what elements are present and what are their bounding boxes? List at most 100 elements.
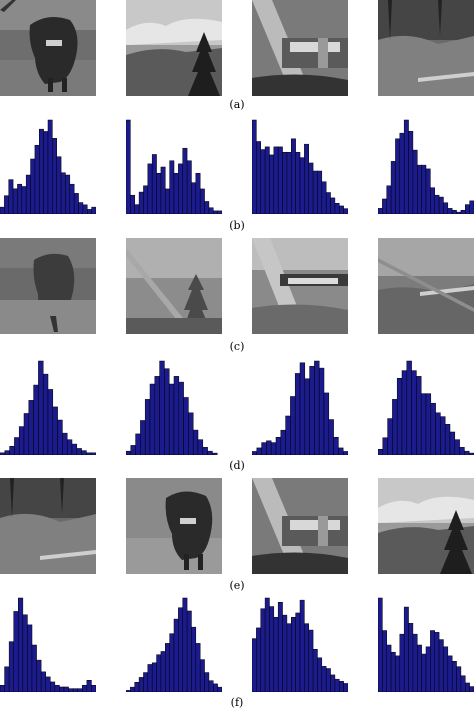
histogram-bar	[330, 674, 336, 692]
histogram-bar	[447, 655, 453, 692]
histogram-bar	[282, 151, 288, 214]
histogram-bar	[178, 163, 183, 214]
histogram-bar	[339, 205, 344, 214]
histogram-bar	[159, 360, 165, 455]
histogram-bar	[299, 362, 306, 455]
histogram-bar	[256, 447, 262, 455]
histogram-bar	[323, 392, 330, 455]
histogram-bar	[382, 198, 387, 214]
histogram-plot	[378, 119, 474, 214]
histogram-bar	[451, 209, 457, 214]
histogram-bar	[57, 419, 63, 455]
histogram-bar	[151, 154, 157, 214]
histogram-bar	[192, 429, 199, 455]
histogram-bar	[295, 151, 301, 214]
histogram-plot	[126, 119, 222, 214]
histogram-bar	[403, 606, 409, 692]
histogram-bar	[460, 675, 466, 692]
histogram-bar	[126, 119, 131, 214]
histogram-bar	[256, 141, 261, 214]
histogram-bar	[82, 204, 88, 214]
histogram-bar	[392, 399, 398, 455]
histogram-bar	[342, 451, 348, 455]
histogram-bar	[408, 131, 414, 214]
histogram-bar	[72, 688, 78, 692]
histogram-bar	[52, 406, 58, 455]
histogram-bar	[54, 685, 60, 692]
histogram-bar	[9, 446, 15, 455]
histogram-bar	[86, 452, 92, 455]
histogram-bar	[269, 606, 275, 692]
histogram-bar	[191, 626, 197, 692]
histogram-bar	[91, 206, 96, 214]
histogram-bar	[443, 646, 449, 692]
histogram-bar	[195, 643, 201, 692]
histogram-bar	[309, 366, 315, 455]
panel-label-e: (e)	[229, 579, 245, 592]
histogram-bar	[317, 657, 323, 692]
histogram-bar	[325, 192, 331, 214]
histogram-bar	[399, 633, 405, 692]
histogram-bar	[308, 162, 314, 214]
histogram-bar	[0, 452, 6, 455]
image-a-3	[252, 0, 348, 96]
histogram-bar	[456, 666, 462, 692]
histogram-bar	[178, 381, 184, 455]
histogram-bar	[18, 426, 25, 455]
histogram-bar	[260, 608, 266, 692]
histogram-bar	[417, 644, 422, 692]
landscape-tree-photo-icon	[126, 0, 222, 96]
histogram-bar	[304, 623, 309, 692]
histogram-bar	[417, 164, 422, 214]
histogram-bar	[464, 450, 470, 455]
histogram-bar	[420, 393, 427, 455]
histogram-bar	[465, 204, 470, 214]
histogram-bar	[399, 132, 405, 214]
histogram-bar	[47, 389, 54, 455]
histogram-bar	[197, 439, 204, 455]
histogram-bar	[325, 668, 331, 692]
histogram-bar	[252, 638, 257, 692]
histogram-plot	[126, 597, 222, 692]
histogram-bar	[456, 211, 462, 214]
panel-label-a: (a)	[229, 98, 245, 111]
image-a-4	[378, 0, 474, 96]
histogram-bar	[440, 416, 446, 455]
histogram-bar	[339, 681, 344, 692]
histogram-bar	[444, 424, 451, 455]
histogram-bar	[195, 173, 201, 214]
histogram-bar	[396, 378, 403, 455]
histogram-plot	[378, 360, 474, 455]
histogram-bar	[256, 627, 261, 692]
histogram-bar	[165, 643, 170, 692]
histogram-bar	[14, 437, 20, 455]
histogram-bar	[386, 185, 392, 214]
histogram-bar	[312, 170, 318, 214]
histogram-bar	[213, 683, 218, 692]
histogram-bar	[282, 614, 288, 692]
histogram-bar	[126, 450, 132, 455]
histogram-bar	[275, 437, 282, 455]
histogram-d-2	[126, 359, 222, 455]
histogram-bar	[186, 610, 192, 692]
histogram-bar	[60, 172, 66, 214]
histogram-bar	[454, 439, 460, 455]
grass-photo-icon	[0, 478, 96, 574]
histogram-bar	[430, 187, 435, 214]
histogram-bar	[291, 616, 296, 692]
histogram-bar	[378, 448, 384, 455]
histogram-f-1	[0, 596, 96, 692]
histogram-bar	[435, 412, 441, 455]
histogram-bar	[130, 686, 135, 692]
histogram-bar	[308, 629, 314, 692]
image-e-4	[378, 478, 474, 574]
histogram-bar	[13, 611, 19, 692]
histogram-bar	[421, 653, 427, 692]
histogram-bar	[164, 368, 170, 455]
histogram-bar	[328, 419, 334, 455]
histogram-bar	[438, 196, 444, 214]
panel-label-c: (c)	[229, 340, 245, 353]
histogram-plot	[378, 597, 474, 692]
histogram-bar	[82, 685, 88, 692]
